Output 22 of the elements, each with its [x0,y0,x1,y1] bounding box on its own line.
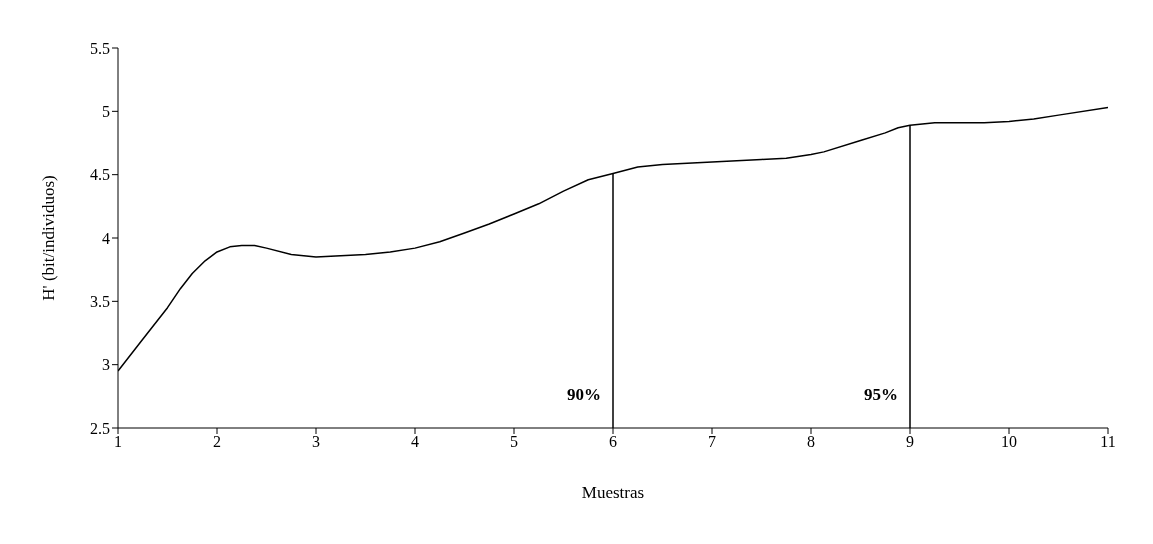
x-tick-label: 10 [1001,433,1017,451]
y-tick-label: 5.5 [90,39,110,57]
x-tick-label: 2 [213,433,221,451]
x-tick-label: 1 [114,433,122,451]
x-tick-label: 7 [708,433,716,451]
x-tick-label: 9 [906,433,914,451]
y-tick-label: 4 [102,229,110,247]
annotation: 95% [864,384,898,404]
x-tick-label: 3 [312,433,320,451]
x-tick-label: 11 [1100,433,1116,451]
y-tick-label: 2.5 [90,419,110,437]
x-tick-label: 6 [609,433,617,451]
x-axis-title: Muestras [581,483,645,502]
y-tick-label: 3 [102,356,110,374]
y-tick-label: 5 [102,103,110,121]
y-axis-title: H' (bit/individuos) [39,175,59,301]
x-tick-label: 8 [807,433,815,451]
y-tick-label: 3.5 [90,293,110,311]
y-tick-label: 4.5 [90,166,110,184]
x-tick-label: 4 [411,433,419,451]
annotation: 90% [567,384,601,404]
x-tick-label: 5 [510,433,518,451]
